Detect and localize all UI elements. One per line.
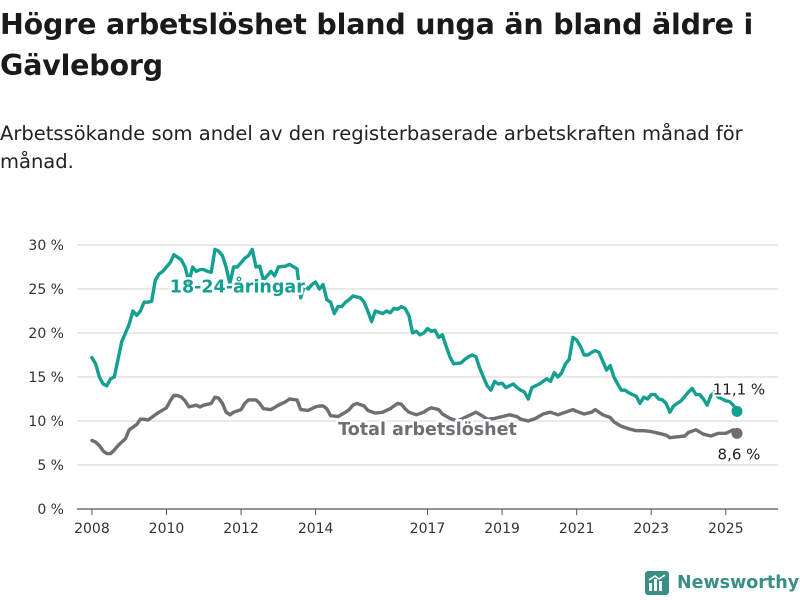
x-tick-label: 2021 [559,521,595,537]
newsworthy-brand[interactable]: Newsworthy [645,570,799,596]
y-tick-label: 15 % [28,370,64,386]
x-tick-label: 2017 [410,521,446,537]
newsworthy-logo-icon [645,571,669,595]
x-tick-label: 2019 [484,521,520,537]
end-value-label-total: 8,6 % [718,445,761,463]
series-line-young [90,247,739,414]
y-tick-label: 30 % [28,238,64,254]
end-value-label-young: 11,1 % [713,380,765,398]
series-end-marker-total [731,427,743,439]
series-label-total: Total arbetslöshet [338,420,517,440]
y-tick-label: 25 % [28,282,64,298]
series-end-marker-young [731,405,743,417]
series-label-young: 18-24-åringar [170,276,305,298]
x-tick-label: 2012 [223,521,259,537]
x-tick-label: 2008 [74,521,110,537]
series-line-total [90,393,739,456]
series-lines [90,247,743,456]
series-labels: 18-24-åringar 11,1 % Total arbetslöshet 8,6… [167,273,767,465]
page-subtitle: Arbetssökande som andel av den registerb… [0,122,743,173]
x-tick-label: 2025 [708,521,744,537]
brand-name: Newsworthy [677,573,800,593]
x-tick-label: 2010 [149,521,185,537]
y-tick-label: 0 % [37,502,64,518]
y-tick-label: 5 % [37,458,64,474]
y-tick-label: 10 % [28,414,64,430]
x-tick-label: 2023 [633,521,669,537]
x-axis-ticks: 2008 2010 2012 2014 2017 2019 2021 2023 2025 [74,509,744,537]
y-axis-ticks: 0 % 5 % 10 % 15 % 20 % 25 % 30 % [28,238,64,518]
y-tick-label: 20 % [28,326,64,342]
page-title: Högre arbetslöshet bland unga än bland ä… [0,8,754,82]
x-tick-label: 2014 [298,521,334,537]
